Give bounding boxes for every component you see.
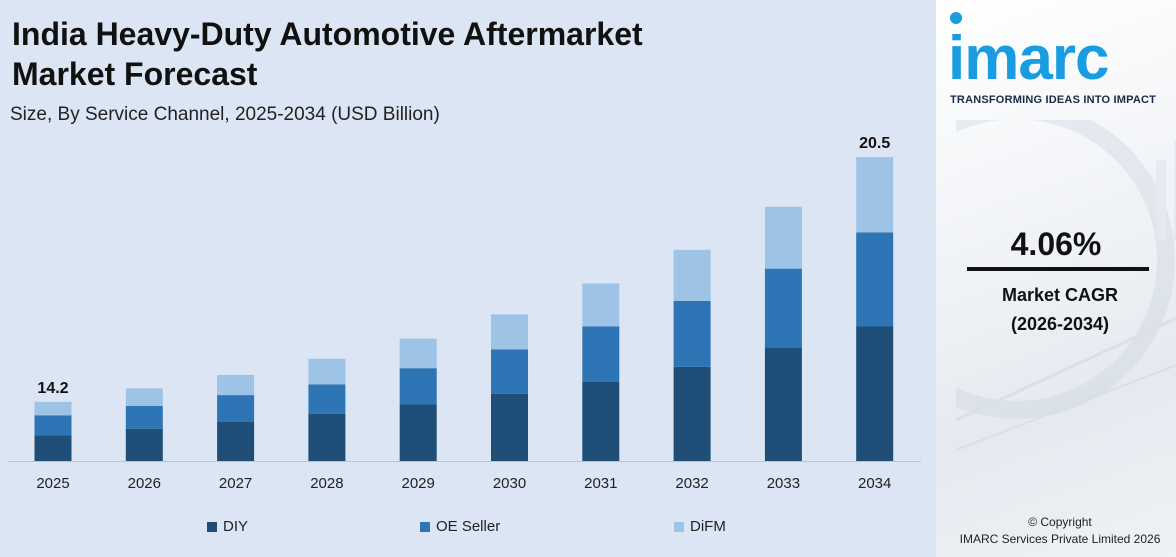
legend-item-diy: DIY <box>207 518 248 535</box>
legend-swatch <box>207 521 217 532</box>
x-tick-label-2027: 2027 <box>219 475 252 492</box>
bar-segment-diy-2027 <box>217 421 255 461</box>
bar-segment-difm-2029 <box>399 338 437 369</box>
chart-title-line1: India Heavy-Duty Automotive Aftermarket <box>12 16 643 52</box>
chart-legend: DIY OE Seller DiFM <box>0 518 936 538</box>
bar-segment-oe-seller-2032 <box>673 300 711 367</box>
cagr-label: Market CAGR <box>1001 285 1119 305</box>
legend-item-difm: DiFM <box>674 518 726 535</box>
imarc-logo: imarc TRANSFORMING IDEAS INTO IMPACT <box>948 10 1174 110</box>
bar-segment-oe-seller-2029 <box>399 368 437 405</box>
bar-segment-difm-2028 <box>308 358 346 385</box>
x-tick-label-2030: 2030 <box>493 475 526 492</box>
bar-segment-diy-2025 <box>34 435 72 461</box>
bar-segment-oe-seller-2033 <box>764 268 802 349</box>
logo-text: imarc <box>948 24 1109 93</box>
bar-segment-oe-seller-2031 <box>582 326 620 382</box>
x-tick-label-2029: 2029 <box>402 475 435 492</box>
data-label-2025: 14.2 <box>37 380 68 397</box>
bar-segment-difm-2027 <box>217 374 255 396</box>
legend-label: DIY <box>223 518 249 535</box>
bar-segment-difm-2026 <box>125 388 163 406</box>
bar-segment-oe-seller-2025 <box>34 415 72 436</box>
bar-segment-diy-2032 <box>673 366 711 461</box>
sidebar-panel: imarc TRANSFORMING IDEAS INTO IMPACT 4.0… <box>936 0 1176 557</box>
cagr-divider <box>967 267 1149 271</box>
bar-segment-difm-2034 <box>856 157 894 233</box>
cagr-value: 4.06% <box>1010 226 1102 262</box>
bar-segment-oe-seller-2034 <box>856 232 894 327</box>
bar-segment-difm-2031 <box>582 283 620 327</box>
legend-label: DiFM <box>690 518 726 535</box>
decorative-background-graphic <box>956 120 1176 451</box>
chart-title-line2: Market Forecast <box>12 56 258 92</box>
bar-segment-difm-2025 <box>34 401 72 416</box>
chart-subtitle: Size, By Service Channel, 2025-2034 (USD… <box>10 104 440 125</box>
bar-segment-difm-2033 <box>764 206 802 269</box>
bar-segment-difm-2032 <box>673 249 711 301</box>
legend-label: OE Seller <box>436 518 501 535</box>
x-tick-label-2034: 2034 <box>858 475 891 492</box>
stacked-bar-chart: 2025 2026 2027 2028 2029 2030 2031 2032 2033 2034… <box>8 135 921 492</box>
bar-segment-oe-seller-2027 <box>217 395 255 422</box>
bar-segment-diy-2026 <box>125 428 163 461</box>
cagr-period: (2026-2034) <box>1010 314 1110 334</box>
logo-dot <box>950 12 962 24</box>
bar-segment-oe-seller-2026 <box>125 405 163 429</box>
company-text: IMARC Services Private Limited 2026 <box>959 532 1161 546</box>
bar-segment-diy-2034 <box>856 326 894 461</box>
copyright-text: © Copyright <box>1028 515 1092 529</box>
data-label-2034: 20.5 <box>859 135 890 152</box>
bar-segment-difm-2030 <box>491 314 528 350</box>
bar-segment-diy-2028 <box>308 413 346 461</box>
x-tick-label-2026: 2026 <box>128 475 161 492</box>
bar-segment-diy-2030 <box>491 393 528 461</box>
bar-segment-oe-seller-2030 <box>491 349 528 394</box>
chart-title: India Heavy-Duty Automotive Aftermarket … <box>12 14 643 94</box>
x-tick-label-2032: 2032 <box>675 475 708 492</box>
x-tick-label-2025: 2025 <box>36 475 69 492</box>
x-tick-label-2031: 2031 <box>584 475 617 492</box>
legend-swatch <box>674 521 684 532</box>
bar-segment-diy-2031 <box>582 381 620 461</box>
bar-segment-diy-2033 <box>764 348 802 461</box>
legend-item-oe-seller: OE Seller <box>420 518 500 535</box>
chart-panel: India Heavy-Duty Automotive Aftermarket … <box>0 14 936 538</box>
bar-segment-diy-2029 <box>399 404 437 461</box>
logo-tagline: TRANSFORMING IDEAS INTO IMPACT <box>950 94 1157 106</box>
x-tick-label-2033: 2033 <box>767 475 800 492</box>
bar-segment-oe-seller-2028 <box>308 384 346 414</box>
x-tick-label-2028: 2028 <box>310 475 343 492</box>
legend-swatch <box>420 521 430 532</box>
